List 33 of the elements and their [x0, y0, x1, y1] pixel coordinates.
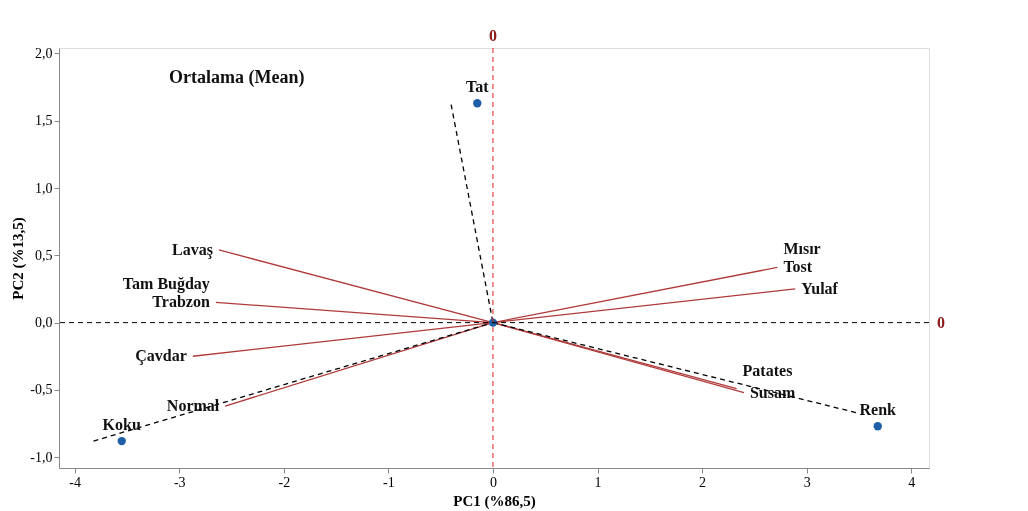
y-tick-label: -1,0	[30, 449, 53, 465]
x-tick-label: 2	[699, 474, 707, 490]
annotation: Ortalama (Mean)	[169, 67, 305, 88]
y-axis-title: PC2 (%13,5)	[10, 217, 28, 300]
annotation: Yulaf	[801, 279, 839, 297]
annotation: Çavdar	[135, 347, 187, 366]
y-tick-label: -0,5	[30, 382, 53, 398]
y-tick-label: 1,0	[35, 180, 53, 196]
x-tick-label: -1	[383, 474, 395, 490]
x-tick-label: -3	[173, 474, 186, 490]
ref-line-label: 0	[488, 27, 497, 44]
y-tick-label: 0,0	[35, 315, 53, 331]
x-tick-label: 4	[908, 474, 916, 490]
annotation: Koku	[102, 416, 141, 434]
annotation: Patates	[742, 361, 793, 379]
x-axis-title: PC1 (%86,5)	[453, 492, 536, 510]
x-tick-label: 1	[594, 474, 602, 490]
annotation: Tat	[466, 78, 490, 96]
annotation: Lavaş	[172, 240, 213, 259]
annotation: Trabzon	[152, 293, 210, 311]
annotation: Mısır	[783, 240, 821, 258]
annotation: Tost	[783, 258, 813, 276]
ref-line-label: 0	[937, 313, 945, 331]
x-tick-label: -4	[69, 474, 82, 490]
y-tick-label: 0,5	[35, 247, 53, 263]
annotation: Renk	[859, 401, 897, 419]
annotation: Tam Buğday	[122, 275, 210, 294]
x-tick-label: 3	[803, 474, 811, 490]
x-tick-label: -2	[278, 474, 291, 490]
y-tick-label: 1,5	[35, 113, 53, 129]
x-tick-label: 0	[489, 474, 497, 490]
y-tick-label: 2,0	[35, 45, 53, 61]
annotation: Normal	[166, 397, 220, 415]
